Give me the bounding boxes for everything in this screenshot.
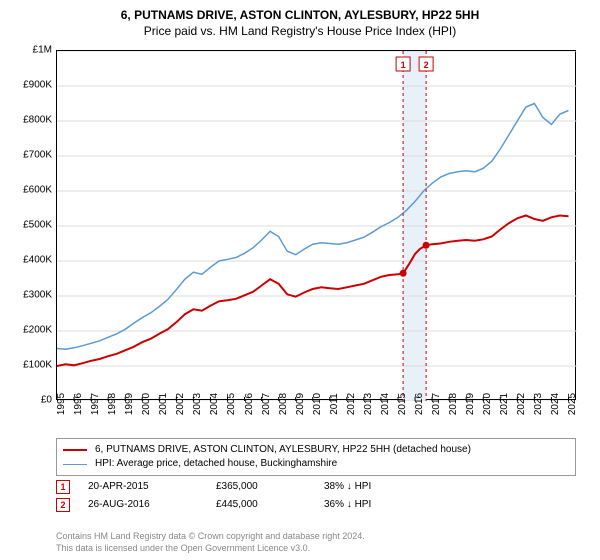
x-tick-label: 2014 (380, 393, 391, 415)
marker-row: 1 20-APR-2015 £365,000 38% ↓ HPI (56, 478, 576, 496)
x-tick-label: 2024 (550, 393, 561, 415)
x-tick-label: 2005 (226, 393, 237, 415)
marker-diff: 38% ↓ HPI (324, 478, 371, 496)
y-tick-label: £900K (2, 80, 52, 91)
x-tick-label: 2021 (499, 393, 510, 415)
x-tick-label: 2019 (465, 393, 476, 415)
svg-text:1: 1 (401, 60, 406, 70)
y-tick-label: £600K (2, 185, 52, 196)
x-tick-label: 2022 (516, 393, 527, 415)
y-tick-label: £300K (2, 290, 52, 301)
y-tick-label: £500K (2, 220, 52, 231)
x-tick-label: 2012 (346, 393, 357, 415)
legend-label: 6, PUTNAMS DRIVE, ASTON CLINTON, AYLESBU… (95, 443, 471, 457)
y-tick-label: £700K (2, 150, 52, 161)
marker-number-box: 1 (56, 480, 70, 494)
marker-number-box: 2 (56, 498, 70, 512)
x-tick-label: 2020 (482, 393, 493, 415)
legend: 6, PUTNAMS DRIVE, ASTON CLINTON, AYLESBU… (56, 438, 576, 476)
footer-attribution: Contains HM Land Registry data © Crown c… (56, 530, 365, 554)
marker-date: 26-AUG-2016 (88, 496, 198, 514)
y-tick-label: £400K (2, 255, 52, 266)
x-tick-label: 2013 (363, 393, 374, 415)
y-tick-label: £200K (2, 325, 52, 336)
legend-swatch (63, 464, 87, 465)
marker-date: 20-APR-2015 (88, 478, 198, 496)
marker-price: £365,000 (216, 478, 306, 496)
chart-svg: 12 (57, 51, 577, 401)
footer-line-1: Contains HM Land Registry data © Crown c… (56, 530, 365, 542)
x-tick-label: 2023 (533, 393, 544, 415)
x-tick-label: 2011 (329, 393, 340, 415)
x-tick-label: 2007 (261, 393, 272, 415)
x-tick-label: 1998 (107, 393, 118, 415)
marker-diff: 36% ↓ HPI (324, 496, 371, 514)
x-tick-label: 2017 (431, 393, 442, 415)
legend-label: HPI: Average price, detached house, Buck… (95, 457, 337, 471)
chart-title: 6, PUTNAMS DRIVE, ASTON CLINTON, AYLESBU… (0, 0, 600, 22)
x-tick-label: 2008 (278, 393, 289, 415)
legend-swatch (63, 449, 87, 451)
legend-item: 6, PUTNAMS DRIVE, ASTON CLINTON, AYLESBU… (63, 443, 569, 457)
x-tick-label: 2016 (414, 393, 425, 415)
x-tick-label: 2006 (244, 393, 255, 415)
x-tick-label: 2003 (192, 393, 203, 415)
x-tick-label: 2010 (312, 393, 323, 415)
x-tick-label: 2002 (175, 393, 186, 415)
x-tick-label: 2009 (295, 393, 306, 415)
chart-subtitle: Price paid vs. HM Land Registry's House … (0, 22, 600, 44)
y-tick-label: £800K (2, 115, 52, 126)
x-tick-label: 2004 (209, 393, 220, 415)
x-tick-label: 2018 (448, 393, 459, 415)
svg-text:2: 2 (424, 60, 429, 70)
x-tick-label: 2000 (141, 393, 152, 415)
marker-table: 1 20-APR-2015 £365,000 38% ↓ HPI 2 26-AUG-201… (56, 478, 576, 514)
marker-row: 2 26-AUG-2016 £445,000 36% ↓ HPI (56, 496, 576, 514)
chart-plot-area: 12 (56, 50, 576, 400)
x-tick-label: 1999 (124, 393, 135, 415)
marker-price: £445,000 (216, 496, 306, 514)
y-tick-label: £1M (2, 45, 52, 56)
x-tick-label: 2001 (158, 393, 169, 415)
x-tick-label: 2025 (567, 393, 578, 415)
footer-line-2: This data is licensed under the Open Gov… (56, 542, 365, 554)
x-tick-label: 1997 (90, 393, 101, 415)
x-tick-label: 2015 (397, 393, 408, 415)
y-tick-label: £0 (2, 395, 52, 406)
chart-container: 6, PUTNAMS DRIVE, ASTON CLINTON, AYLESBU… (0, 0, 600, 560)
legend-item: HPI: Average price, detached house, Buck… (63, 457, 569, 471)
x-tick-label: 1995 (56, 393, 67, 415)
x-tick-label: 1996 (73, 393, 84, 415)
y-tick-label: £100K (2, 360, 52, 371)
